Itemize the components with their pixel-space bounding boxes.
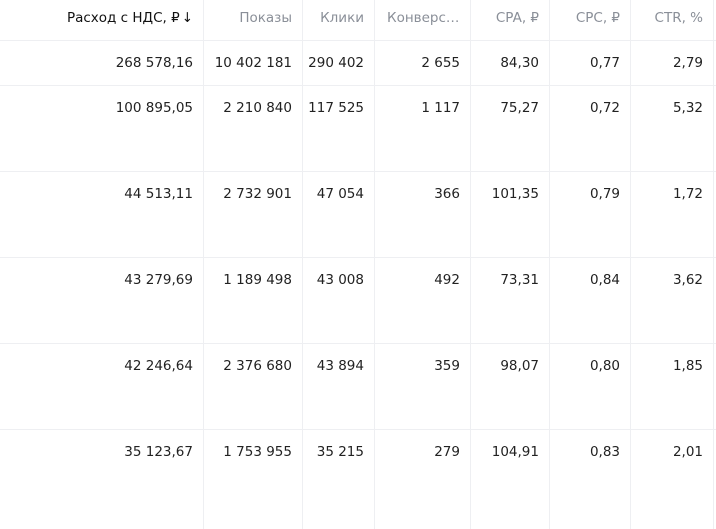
cell-ctr: 3,62 xyxy=(672,272,703,288)
cell-spend: 43 279,69 xyxy=(124,272,193,288)
cell-spend: 35 123,67 xyxy=(124,444,193,460)
cell-ctr: 2,01 xyxy=(672,444,703,460)
header-spend[interactable]: Расход с НДС, ₽ ↓ xyxy=(40,9,203,27)
cell-ctr: 5,32 xyxy=(672,100,703,116)
column-divider xyxy=(203,0,204,529)
cell-spend: 44 513,11 xyxy=(124,186,193,202)
cell-spend: 42 246,64 xyxy=(124,358,193,374)
cell-cpc: 0,77 xyxy=(589,55,620,71)
cell-impressions: 1 753 955 xyxy=(223,444,292,460)
cell-cpa: 73,31 xyxy=(500,272,539,288)
header-ctr-label: CTR, % xyxy=(654,10,703,26)
row-divider xyxy=(0,85,716,86)
cell-ctr: 2,79 xyxy=(672,55,703,71)
header-clicks[interactable]: Клики xyxy=(302,9,374,27)
cell-cpc: 0,83 xyxy=(589,444,620,460)
cell-impressions: 1 189 498 xyxy=(223,272,292,288)
cell-conversions: 279 xyxy=(434,444,460,460)
row-divider xyxy=(0,40,716,41)
cell-clicks: 47 054 xyxy=(316,186,364,202)
cell-spend: 268 578,16 xyxy=(115,55,193,71)
header-conversions[interactable]: Конверс… xyxy=(374,9,470,27)
header-cpc-label: CPC, ₽ xyxy=(575,10,620,26)
column-divider xyxy=(470,0,471,529)
header-clicks-label: Клики xyxy=(320,10,364,26)
cell-clicks: 43 008 xyxy=(316,272,364,288)
cell-impressions: 2 732 901 xyxy=(223,186,292,202)
cell-conversions: 492 xyxy=(434,272,460,288)
cell-cpa: 104,91 xyxy=(491,444,539,460)
cell-impressions: 10 402 181 xyxy=(214,55,292,71)
header-cpa-label: CPA, ₽ xyxy=(495,10,539,26)
cell-cpa: 98,07 xyxy=(500,358,539,374)
header-conversions-label: Конверс… xyxy=(387,10,460,26)
row-divider xyxy=(0,171,716,172)
header-ctr[interactable]: CTR, % xyxy=(630,9,713,27)
cell-impressions: 2 210 840 xyxy=(223,100,292,116)
cell-clicks: 117 525 xyxy=(308,100,364,116)
cell-clicks: 290 402 xyxy=(308,55,364,71)
header-cpc[interactable]: CPC, ₽ xyxy=(549,9,630,27)
column-divider xyxy=(630,0,631,529)
cell-cpc: 0,72 xyxy=(589,100,620,116)
cell-conversions: 366 xyxy=(434,186,460,202)
cell-clicks: 35 215 xyxy=(316,444,364,460)
cell-clicks: 43 894 xyxy=(316,358,364,374)
cell-cpa: 84,30 xyxy=(500,55,539,71)
cell-cpa: 75,27 xyxy=(500,100,539,116)
column-divider xyxy=(302,0,303,529)
cell-conversions: 2 655 xyxy=(421,55,460,71)
row-divider xyxy=(0,429,716,430)
sort-desc-icon[interactable]: ↓ xyxy=(181,10,193,26)
column-divider xyxy=(713,0,714,529)
cell-cpc: 0,84 xyxy=(589,272,620,288)
row-divider xyxy=(0,257,716,258)
cell-ctr: 1,85 xyxy=(672,358,703,374)
header-impressions[interactable]: Показы xyxy=(203,9,302,27)
cell-cpc: 0,79 xyxy=(589,186,620,202)
header-impressions-label: Показы xyxy=(239,10,292,26)
header-spend-label: Расход с НДС, ₽ xyxy=(66,10,180,26)
cell-cpa: 101,35 xyxy=(491,186,539,202)
column-divider xyxy=(549,0,550,529)
cell-impressions: 2 376 680 xyxy=(223,358,292,374)
cell-conversions: 359 xyxy=(434,358,460,374)
cell-ctr: 1,72 xyxy=(672,186,703,202)
cell-conversions: 1 117 xyxy=(421,100,460,116)
header-cpa[interactable]: CPA, ₽ xyxy=(470,9,549,27)
cell-cpc: 0,80 xyxy=(589,358,620,374)
cell-spend: 100 895,05 xyxy=(115,100,193,116)
row-divider xyxy=(0,343,716,344)
column-divider xyxy=(374,0,375,529)
